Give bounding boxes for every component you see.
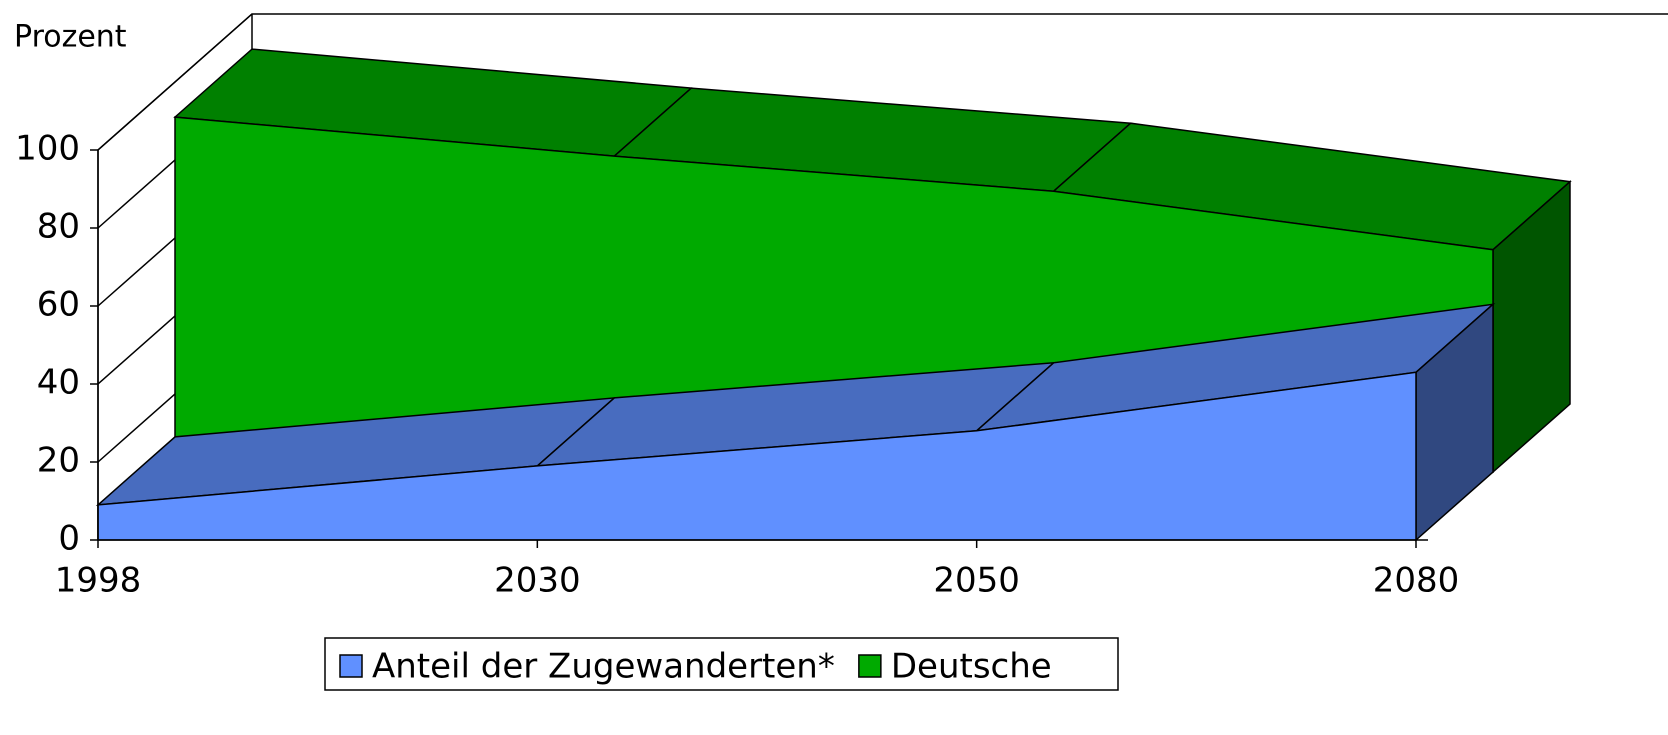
y-tick-label: 40 — [37, 363, 80, 403]
x-tick-label: 2030 — [494, 561, 581, 601]
legend-label: Anteil der Zugewanderten* — [372, 647, 835, 687]
y-tick-label: 20 — [37, 441, 80, 481]
grid-line — [97, 13, 253, 151]
x-tick-label: 2080 — [1373, 561, 1460, 601]
y-tick-label: 80 — [37, 207, 80, 247]
legend-box — [324, 637, 1119, 691]
x-tick-label: 2050 — [933, 561, 1020, 601]
y-tick-label: 0 — [58, 519, 80, 559]
legend-swatch — [858, 654, 882, 678]
y-axis-label: Prozent — [14, 20, 127, 55]
legend-label: Deutsche — [891, 647, 1052, 687]
legend-swatch — [339, 654, 363, 678]
x-tick-label: 1998 — [55, 561, 142, 601]
y-tick-label: 60 — [37, 285, 80, 325]
y-tick-label: 100 — [15, 129, 80, 169]
